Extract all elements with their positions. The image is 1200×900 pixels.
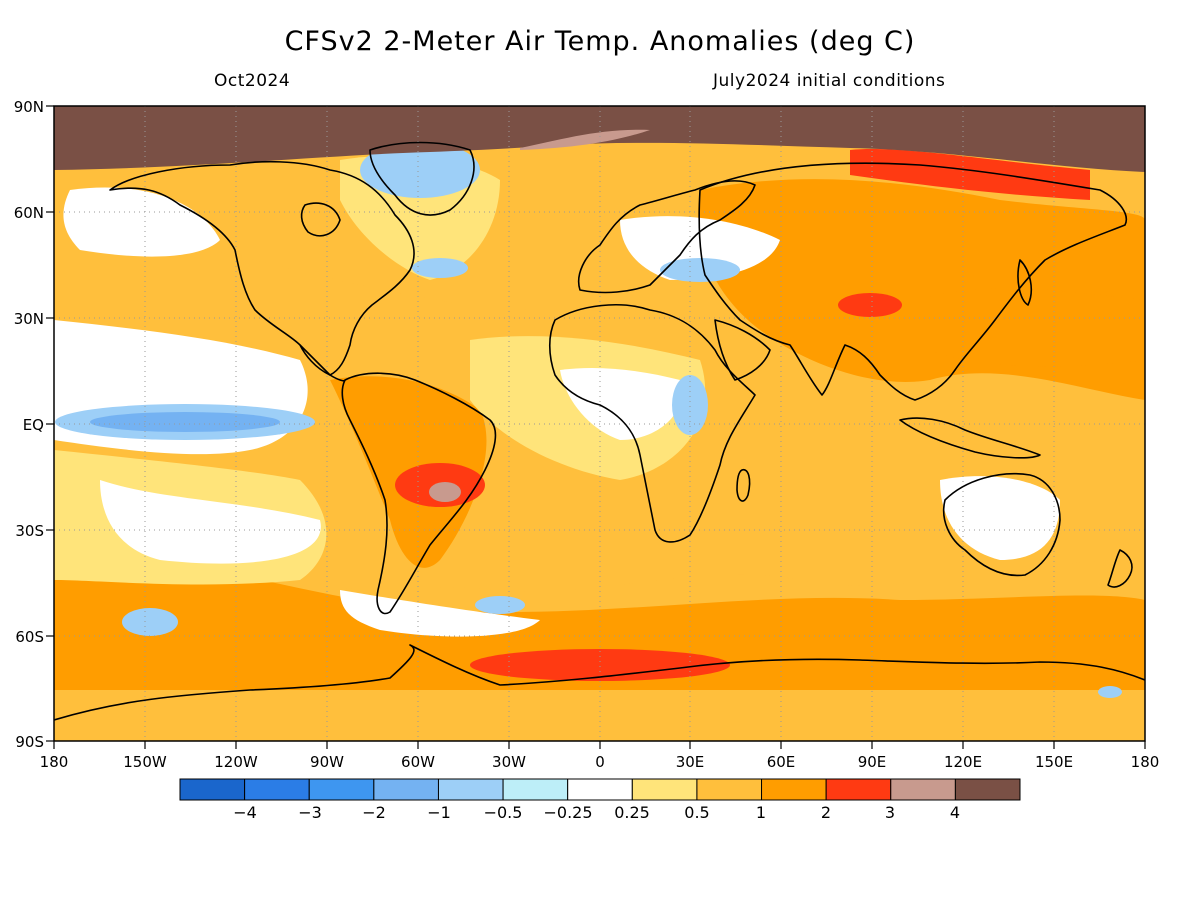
coastlines xyxy=(54,141,1145,721)
lat-label: 60N xyxy=(14,204,44,222)
east-africa-cool-anomaly xyxy=(672,375,708,435)
colorbar-label: −2 xyxy=(362,803,386,822)
lat-label: 90N xyxy=(14,98,44,116)
colorbar-label: 3 xyxy=(885,803,895,822)
antarctic-anomaly xyxy=(54,690,1145,741)
greenland-coast xyxy=(369,141,475,216)
ross-sea-cool-anomaly xyxy=(1098,686,1122,698)
colorbar-swatch xyxy=(567,778,633,801)
lat-labels: 90N 60N 30N EQ 30S 60S 90S xyxy=(14,98,44,751)
colorbar-swatch xyxy=(244,778,310,801)
lat-label: 60S xyxy=(15,628,44,646)
colorbar-label: −0.5 xyxy=(484,803,523,822)
colorbar-label: 0.25 xyxy=(614,803,650,822)
south-atlantic-cool-anomaly xyxy=(475,596,525,614)
lon-labels: 180 150W 120W 90W 60W 30W 0 30E 60E 90E … xyxy=(40,753,1160,771)
colorbar-label: −3 xyxy=(298,803,322,822)
colorbar-swatch xyxy=(890,778,956,801)
south-america-extreme-anomaly xyxy=(429,482,461,502)
lon-label: 0 xyxy=(595,753,605,771)
new-zealand-coast xyxy=(1107,549,1133,588)
lon-label: 120E xyxy=(944,753,982,771)
nw-pacific-anomaly xyxy=(920,288,1145,367)
arabia-coast xyxy=(714,319,771,381)
lon-label: 180 xyxy=(1131,753,1160,771)
lon-label: 150E xyxy=(1035,753,1073,771)
south-pacific-neutral xyxy=(100,480,321,564)
lon-label: 90W xyxy=(310,753,344,771)
colorbar-swatch xyxy=(825,778,892,801)
lat-label: 30N xyxy=(14,310,44,328)
colorbar-label: 4 xyxy=(950,803,960,822)
colorbar-label: −0.25 xyxy=(543,803,592,822)
colorbar: −4 −3 −2 −1 −0.5 −0.25 0.25 0.5 1 2 3 4 xyxy=(179,778,1021,822)
colorbar-swatch xyxy=(954,778,1021,801)
europe-coast xyxy=(578,180,756,294)
japan-coast xyxy=(1017,259,1032,306)
lat-label: 90S xyxy=(15,733,44,751)
lon-label: 60W xyxy=(401,753,435,771)
arctic-transition-anomaly xyxy=(520,129,650,150)
lat-label: 30S xyxy=(15,522,44,540)
lon-label: 30E xyxy=(676,753,705,771)
colorbar-swatch xyxy=(308,778,375,801)
colorbar-swatch xyxy=(437,778,504,801)
colorbar-label: −1 xyxy=(427,803,451,822)
nino-cool-core xyxy=(90,412,280,432)
colorbar-swatches xyxy=(179,778,1021,801)
lon-label: 60E xyxy=(767,753,796,771)
central-america-coast xyxy=(299,344,346,382)
south-america-coast xyxy=(341,372,497,615)
hudson-bay-coast xyxy=(300,202,341,237)
axis-ticks xyxy=(46,105,1146,749)
tropical-atlantic-neutral xyxy=(560,368,682,440)
colorbar-labels: −4 −3 −2 −1 −0.5 −0.25 0.25 0.5 1 2 3 4 xyxy=(233,803,960,822)
colorbar-swatch xyxy=(761,778,827,801)
colorbar-swatch xyxy=(502,778,569,801)
colorbar-swatch xyxy=(696,778,763,801)
valid-month-label: Oct2024 xyxy=(214,71,291,91)
newfoundland-cool-anomaly xyxy=(412,258,468,278)
lon-label: 120W xyxy=(214,753,258,771)
greenland-cool-anomaly xyxy=(360,142,480,198)
lon-label: 30W xyxy=(492,753,526,771)
south-pacific-cool-anomaly xyxy=(122,608,178,636)
lon-label: 90E xyxy=(858,753,887,771)
antarctica-coast xyxy=(54,644,1145,721)
colorbar-swatch xyxy=(373,778,439,801)
lon-label: 150W xyxy=(123,753,167,771)
weddell-hot-anomaly xyxy=(470,649,730,681)
tibet-hot-anomaly xyxy=(838,293,902,317)
drake-neutral xyxy=(340,590,540,637)
colorbar-swatch xyxy=(179,778,246,801)
africa-coast xyxy=(548,304,756,543)
australia-coast xyxy=(943,472,1061,577)
caspian-cool-anomaly xyxy=(660,258,740,282)
colorbar-label: 1 xyxy=(756,803,766,822)
siberian-arctic-hot-anomaly xyxy=(850,149,1090,200)
colorbar-label: 0.5 xyxy=(684,803,709,822)
madagascar-coast xyxy=(736,469,751,502)
initial-conditions-label: July2024 initial conditions xyxy=(713,71,946,91)
lon-label: 180 xyxy=(40,753,69,771)
indonesia-coast xyxy=(899,417,1041,459)
colorbar-swatch xyxy=(631,778,698,801)
colorbar-label: −4 xyxy=(233,803,257,822)
graticule xyxy=(54,106,1145,741)
australia-neutral xyxy=(940,476,1060,560)
lat-label: EQ xyxy=(23,416,44,434)
anomaly-field xyxy=(54,106,1145,741)
map-title: CFSv2 2-Meter Air Temp. Anomalies (deg C… xyxy=(284,26,916,57)
asia-coast xyxy=(698,162,1127,401)
colorbar-label: 2 xyxy=(821,803,831,822)
